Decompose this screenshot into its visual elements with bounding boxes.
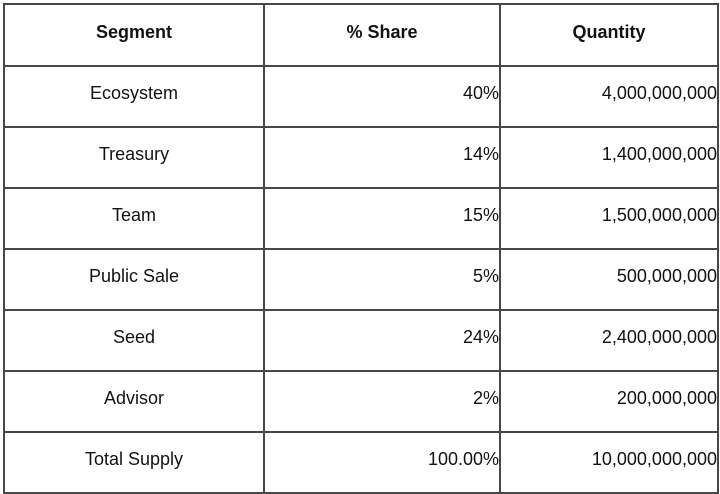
table-row: Team 15% 1,500,000,000 xyxy=(3,187,719,250)
table-row: Advisor 2% 200,000,000 xyxy=(3,370,719,433)
quantity-cell: 4,000,000,000 xyxy=(499,65,719,128)
segment-cell: Advisor xyxy=(3,370,265,433)
share-cell: 24% xyxy=(263,309,501,372)
table-header: Segment % Share Quantity xyxy=(3,3,719,67)
share-cell: 5% xyxy=(263,248,501,311)
share-cell: 40% xyxy=(263,65,501,128)
quantity-cell: 500,000,000 xyxy=(499,248,719,311)
segment-cell: Total Supply xyxy=(3,431,265,494)
segment-cell: Seed xyxy=(3,309,265,372)
table-row: Public Sale 5% 500,000,000 xyxy=(3,248,719,311)
segment-cell: Public Sale xyxy=(3,248,265,311)
share-cell: 14% xyxy=(263,126,501,189)
share-cell: 2% xyxy=(263,370,501,433)
share-cell: 100.00% xyxy=(263,431,501,494)
share-cell: 15% xyxy=(263,187,501,250)
column-header-share: % Share xyxy=(263,3,501,67)
column-header-segment: Segment xyxy=(3,3,265,67)
table-body: Ecosystem 40% 4,000,000,000 Treasury 14% 1,40… xyxy=(3,65,719,494)
table-row: Total Supply 100.00% 10,000,000,000 xyxy=(3,431,719,494)
quantity-cell: 10,000,000,000 xyxy=(499,431,719,494)
header-row: Segment % Share Quantity xyxy=(3,3,719,67)
quantity-cell: 1,500,000,000 xyxy=(499,187,719,250)
token-allocation-table: Segment % Share Quantity Ecosystem 40% 4,0… xyxy=(3,3,719,494)
segment-cell: Treasury xyxy=(3,126,265,189)
table-row: Ecosystem 40% 4,000,000,000 xyxy=(3,65,719,128)
segment-cell: Team xyxy=(3,187,265,250)
quantity-cell: 2,400,000,000 xyxy=(499,309,719,372)
quantity-cell: 1,400,000,000 xyxy=(499,126,719,189)
column-header-quantity: Quantity xyxy=(499,3,719,67)
table-row: Seed 24% 2,400,000,000 xyxy=(3,309,719,372)
segment-cell: Ecosystem xyxy=(3,65,265,128)
table-row: Treasury 14% 1,400,000,000 xyxy=(3,126,719,189)
quantity-cell: 200,000,000 xyxy=(499,370,719,433)
